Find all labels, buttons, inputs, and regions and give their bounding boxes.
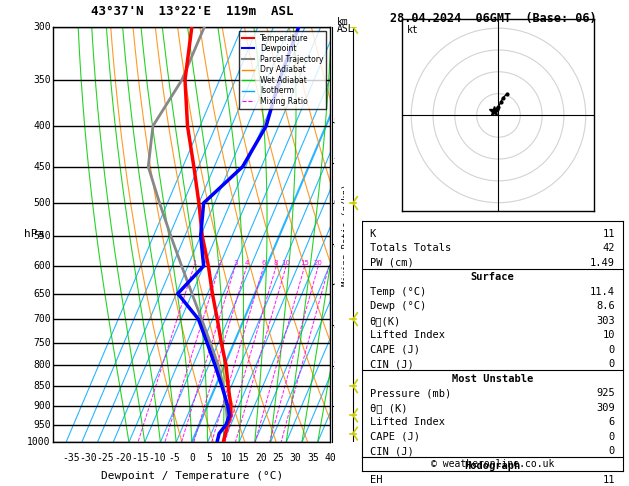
Text: -15: -15	[131, 452, 149, 463]
Text: 3: 3	[233, 260, 238, 266]
Text: Mixing Ratio (g/kg): Mixing Ratio (g/kg)	[342, 183, 351, 286]
Text: 28.04.2024  06GMT  (Base: 06): 28.04.2024 06GMT (Base: 06)	[391, 12, 597, 25]
Text: K: K	[369, 228, 376, 239]
Text: 0: 0	[189, 452, 195, 463]
Text: θᴄ(K): θᴄ(K)	[369, 316, 401, 326]
Text: 8.6: 8.6	[596, 301, 615, 311]
Text: 750: 750	[33, 338, 51, 348]
Text: 8: 8	[334, 117, 340, 127]
Text: 925: 925	[596, 388, 615, 399]
Text: -35: -35	[62, 452, 80, 463]
Text: CAPE (J): CAPE (J)	[369, 432, 420, 442]
Text: Pressure (mb): Pressure (mb)	[369, 388, 451, 399]
Text: 43°37'N  13°22'E  119m  ASL: 43°37'N 13°22'E 119m ASL	[91, 5, 293, 18]
Text: 1: 1	[192, 260, 196, 266]
Text: Lifted Index: Lifted Index	[369, 330, 445, 340]
Text: CIN (J): CIN (J)	[369, 359, 413, 369]
Text: 8: 8	[274, 260, 279, 266]
Text: 20: 20	[314, 260, 323, 266]
Text: 650: 650	[33, 289, 51, 298]
Text: 500: 500	[33, 198, 51, 208]
Text: 0: 0	[609, 359, 615, 369]
Text: 10: 10	[603, 330, 615, 340]
Text: 10: 10	[221, 452, 232, 463]
Text: 42: 42	[603, 243, 615, 253]
Text: PW (cm): PW (cm)	[369, 258, 413, 268]
Text: 1: 1	[334, 401, 340, 411]
Text: 10: 10	[282, 260, 291, 266]
Text: Totals Totals: Totals Totals	[369, 243, 451, 253]
Text: EH: EH	[369, 475, 382, 486]
Text: 309: 309	[596, 403, 615, 413]
Text: 11: 11	[603, 228, 615, 239]
Text: 7: 7	[334, 157, 340, 168]
Text: 40: 40	[325, 452, 336, 463]
Text: 850: 850	[33, 381, 51, 391]
Text: Dewp (°C): Dewp (°C)	[369, 301, 426, 311]
Text: 350: 350	[33, 75, 51, 85]
Text: 0: 0	[609, 447, 615, 456]
Text: 11: 11	[603, 475, 615, 486]
Text: LCL: LCL	[334, 424, 350, 433]
Text: Surface: Surface	[470, 272, 514, 282]
Text: Temp (°C): Temp (°C)	[369, 287, 426, 297]
Text: 3: 3	[334, 320, 340, 330]
Text: -10: -10	[148, 452, 166, 463]
Text: 4: 4	[245, 260, 249, 266]
Text: © weatheronline.co.uk: © weatheronline.co.uk	[430, 459, 554, 469]
Text: Lifted Index: Lifted Index	[369, 417, 445, 427]
Text: CAPE (J): CAPE (J)	[369, 345, 420, 355]
Text: 303: 303	[596, 316, 615, 326]
Text: CIN (J): CIN (J)	[369, 447, 413, 456]
Text: 4: 4	[334, 279, 340, 289]
Text: -5: -5	[169, 452, 181, 463]
Text: 0: 0	[609, 345, 615, 355]
Text: 15: 15	[300, 260, 309, 266]
Text: 0: 0	[609, 432, 615, 442]
Text: 6: 6	[609, 417, 615, 427]
Text: 300: 300	[33, 22, 51, 32]
Text: 900: 900	[33, 401, 51, 411]
Text: 5: 5	[334, 239, 340, 249]
Text: 1.49: 1.49	[590, 258, 615, 268]
Text: 11.4: 11.4	[590, 287, 615, 297]
Text: 35: 35	[307, 452, 319, 463]
Text: -25: -25	[96, 452, 114, 463]
Text: 30: 30	[290, 452, 301, 463]
Text: -30: -30	[79, 452, 97, 463]
Text: 2: 2	[334, 361, 340, 371]
Text: km: km	[337, 17, 348, 27]
Text: Most Unstable: Most Unstable	[452, 374, 533, 384]
Text: θᴄ (K): θᴄ (K)	[369, 403, 407, 413]
Text: Hodograph: Hodograph	[464, 461, 520, 471]
Text: 800: 800	[33, 360, 51, 370]
Text: 6: 6	[262, 260, 266, 266]
Text: kt: kt	[407, 24, 419, 35]
Text: 950: 950	[33, 419, 51, 430]
Text: 1000: 1000	[27, 437, 51, 447]
Text: hPa: hPa	[24, 229, 44, 240]
Text: 15: 15	[238, 452, 250, 463]
Text: 550: 550	[33, 231, 51, 241]
Text: 450: 450	[33, 162, 51, 172]
Text: 600: 600	[33, 261, 51, 271]
Text: -20: -20	[114, 452, 131, 463]
Text: 6: 6	[334, 198, 340, 208]
Text: 5: 5	[206, 452, 212, 463]
Text: 25: 25	[272, 452, 284, 463]
Text: 20: 20	[255, 452, 267, 463]
Legend: Temperature, Dewpoint, Parcel Trajectory, Dry Adiabat, Wet Adiabat, Isotherm, Mi: Temperature, Dewpoint, Parcel Trajectory…	[239, 31, 326, 109]
Text: Dewpoint / Temperature (°C): Dewpoint / Temperature (°C)	[101, 471, 283, 481]
Text: ASL: ASL	[337, 24, 354, 34]
Text: 2: 2	[218, 260, 221, 266]
Text: 700: 700	[33, 314, 51, 324]
Text: 400: 400	[33, 121, 51, 131]
